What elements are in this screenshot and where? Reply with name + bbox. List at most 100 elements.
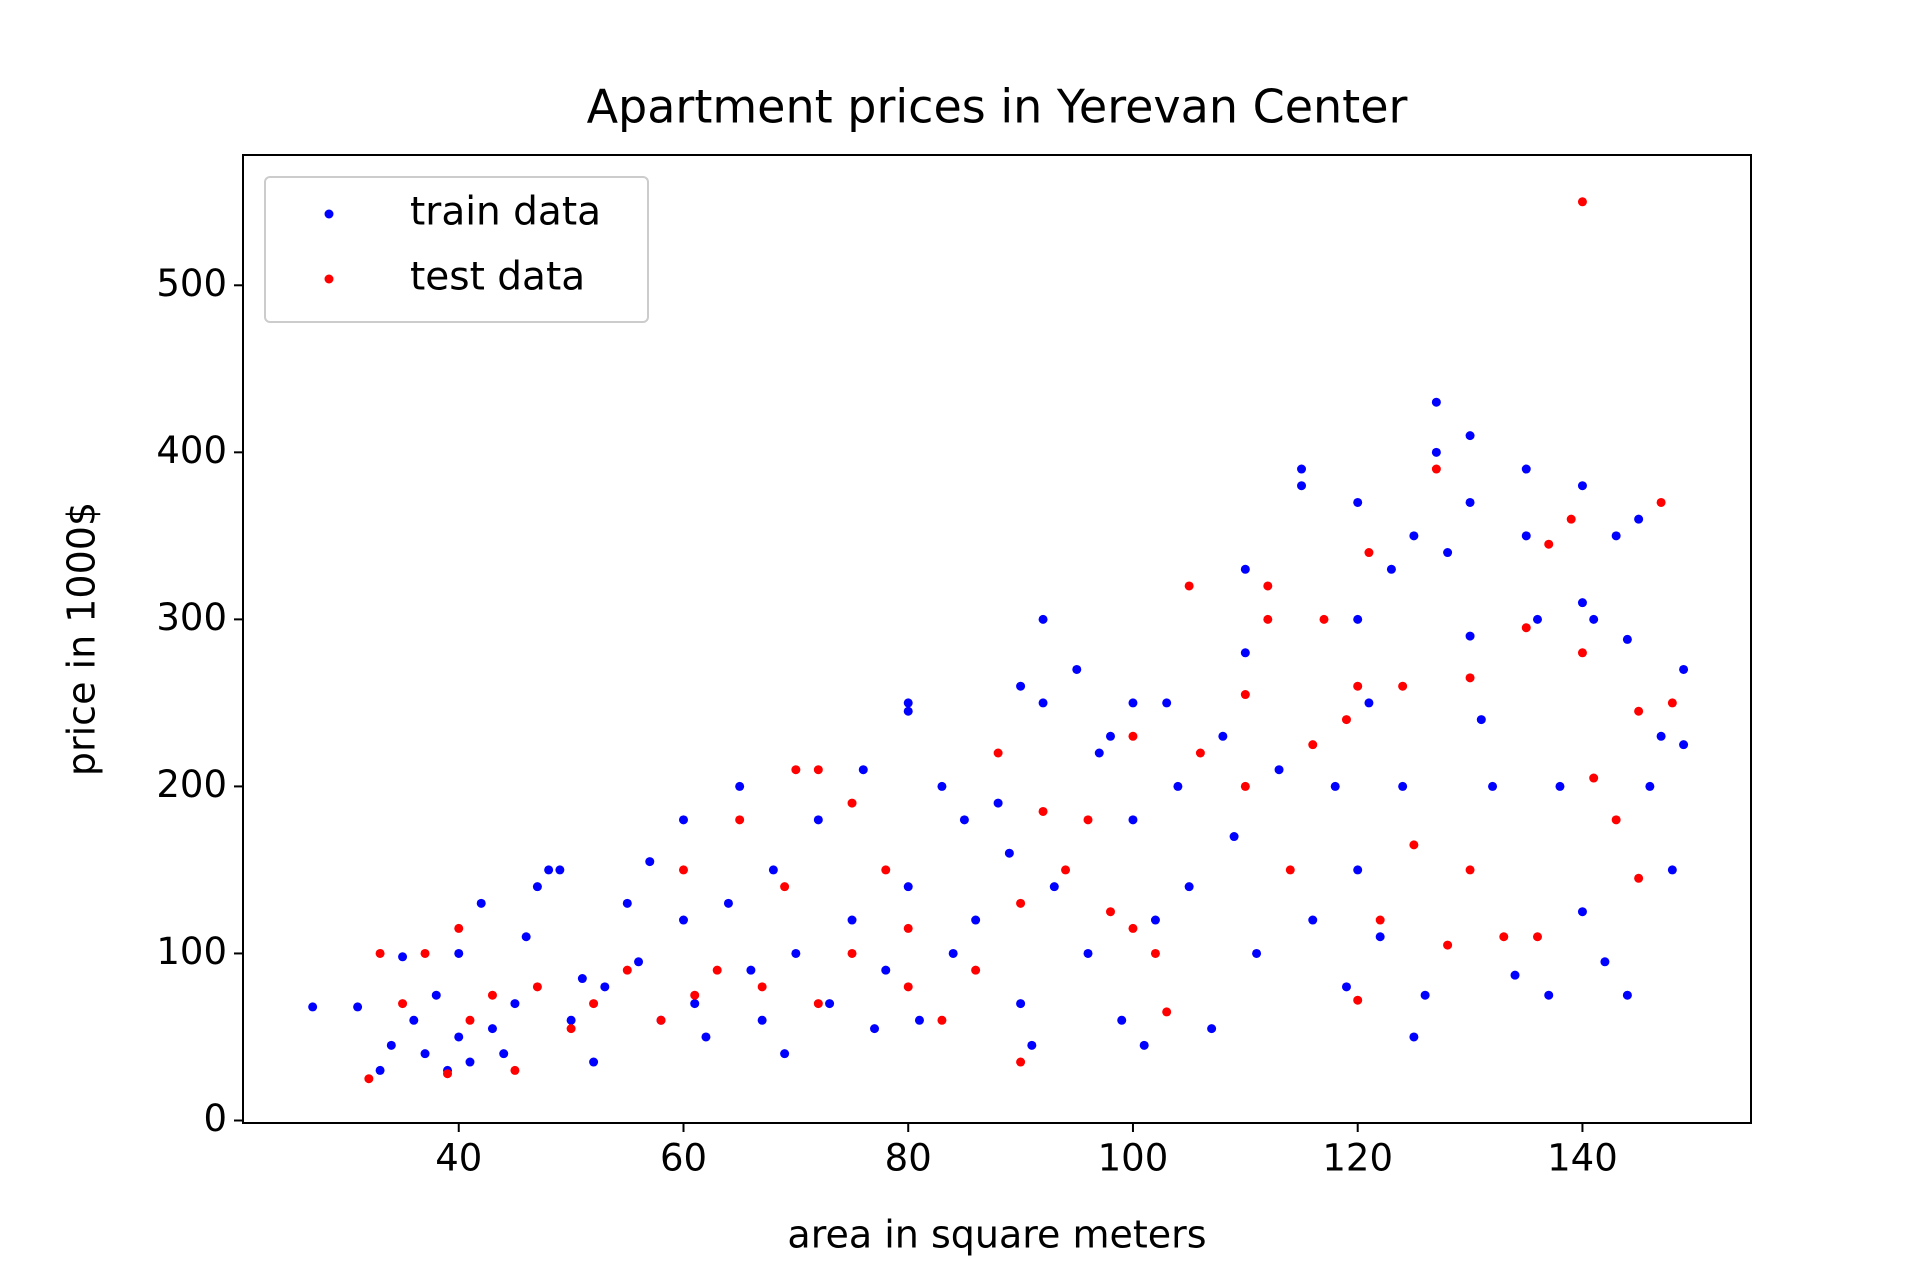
data-point	[971, 965, 981, 975]
data-point	[1061, 865, 1071, 875]
y-tick-label: 300	[156, 596, 227, 639]
data-point	[1443, 548, 1453, 558]
data-point	[1679, 664, 1689, 674]
data-point	[1622, 634, 1632, 644]
data-point	[1499, 932, 1509, 942]
data-point	[858, 765, 868, 775]
data-point	[544, 865, 554, 875]
data-point	[476, 898, 486, 908]
data-point	[1555, 781, 1565, 791]
data-point	[499, 1049, 509, 1059]
data-point	[1139, 1040, 1149, 1050]
data-point	[1049, 882, 1059, 892]
data-point	[1195, 748, 1205, 758]
data-point	[1016, 898, 1026, 908]
data-point	[1341, 982, 1351, 992]
y-tick-label: 200	[156, 763, 227, 806]
data-point	[1476, 715, 1486, 725]
data-point	[1162, 1007, 1172, 1017]
data-point	[454, 923, 464, 933]
data-point	[656, 1015, 666, 1025]
data-point	[1364, 698, 1374, 708]
data-point	[1679, 740, 1689, 750]
data-point	[443, 1069, 453, 1079]
data-point	[690, 990, 700, 1000]
data-point	[1353, 614, 1363, 624]
data-point	[465, 1057, 475, 1067]
data-point	[757, 1015, 767, 1025]
y-tick-label: 400	[156, 429, 227, 472]
data-point	[577, 974, 587, 984]
data-point	[870, 1024, 880, 1034]
data-point	[1263, 614, 1273, 624]
data-point	[645, 857, 655, 867]
data-point	[690, 999, 700, 1009]
data-point	[791, 765, 801, 775]
x-tick-label: 40	[435, 1137, 482, 1180]
x-tick-label: 100	[1098, 1137, 1169, 1180]
data-point	[903, 882, 913, 892]
data-point	[1465, 497, 1475, 507]
data-point	[1532, 614, 1542, 624]
data-point	[1038, 698, 1048, 708]
data-point	[1566, 514, 1576, 524]
data-point	[589, 999, 599, 1009]
data-point	[847, 798, 857, 808]
data-point	[600, 982, 610, 992]
data-point	[1027, 1040, 1037, 1050]
data-point	[1105, 731, 1115, 741]
data-point	[1308, 915, 1318, 925]
data-point	[1016, 999, 1026, 1009]
data-point	[532, 982, 542, 992]
data-point	[1577, 481, 1587, 491]
data-point	[454, 948, 464, 958]
data-point	[993, 748, 1003, 758]
data-point	[959, 815, 969, 825]
data-point	[1488, 781, 1498, 791]
data-point	[1375, 932, 1385, 942]
data-point	[1544, 539, 1554, 549]
y-tick-label: 500	[156, 262, 227, 305]
data-point	[1274, 765, 1284, 775]
legend-label: train data	[410, 190, 601, 235]
data-point	[847, 948, 857, 958]
data-point	[1398, 781, 1408, 791]
data-point	[903, 923, 913, 933]
data-point	[353, 1002, 363, 1012]
data-point	[487, 990, 497, 1000]
data-point	[1465, 865, 1475, 875]
data-point	[1656, 731, 1666, 741]
data-point	[364, 1074, 374, 1084]
data-point	[510, 999, 520, 1009]
data-point	[723, 898, 733, 908]
data-point	[1577, 907, 1587, 917]
data-point	[1353, 497, 1363, 507]
data-point	[768, 865, 778, 875]
data-point	[1330, 781, 1340, 791]
data-point	[454, 1032, 464, 1042]
data-point	[937, 1015, 947, 1025]
data-point	[914, 1015, 924, 1025]
data-point	[903, 698, 913, 708]
data-point	[1634, 514, 1644, 524]
data-point	[521, 932, 531, 942]
y-axis-label: price in 1000$	[60, 502, 104, 776]
data-point	[1510, 970, 1520, 980]
data-point	[1589, 773, 1599, 783]
legend-box	[264, 176, 649, 323]
data-point	[1252, 948, 1262, 958]
data-point	[1229, 832, 1239, 842]
legend-marker	[324, 274, 334, 284]
data-point	[678, 915, 688, 925]
x-tick-label: 80	[885, 1137, 932, 1180]
data-point	[971, 915, 981, 925]
data-point	[1465, 631, 1475, 641]
data-point	[1443, 940, 1453, 950]
data-point	[1600, 957, 1610, 967]
data-point	[780, 882, 790, 892]
data-point	[1117, 1015, 1127, 1025]
data-point	[1150, 948, 1160, 958]
data-point	[1285, 865, 1295, 875]
chart-title: Apartment prices in Yerevan Center	[587, 80, 1408, 134]
